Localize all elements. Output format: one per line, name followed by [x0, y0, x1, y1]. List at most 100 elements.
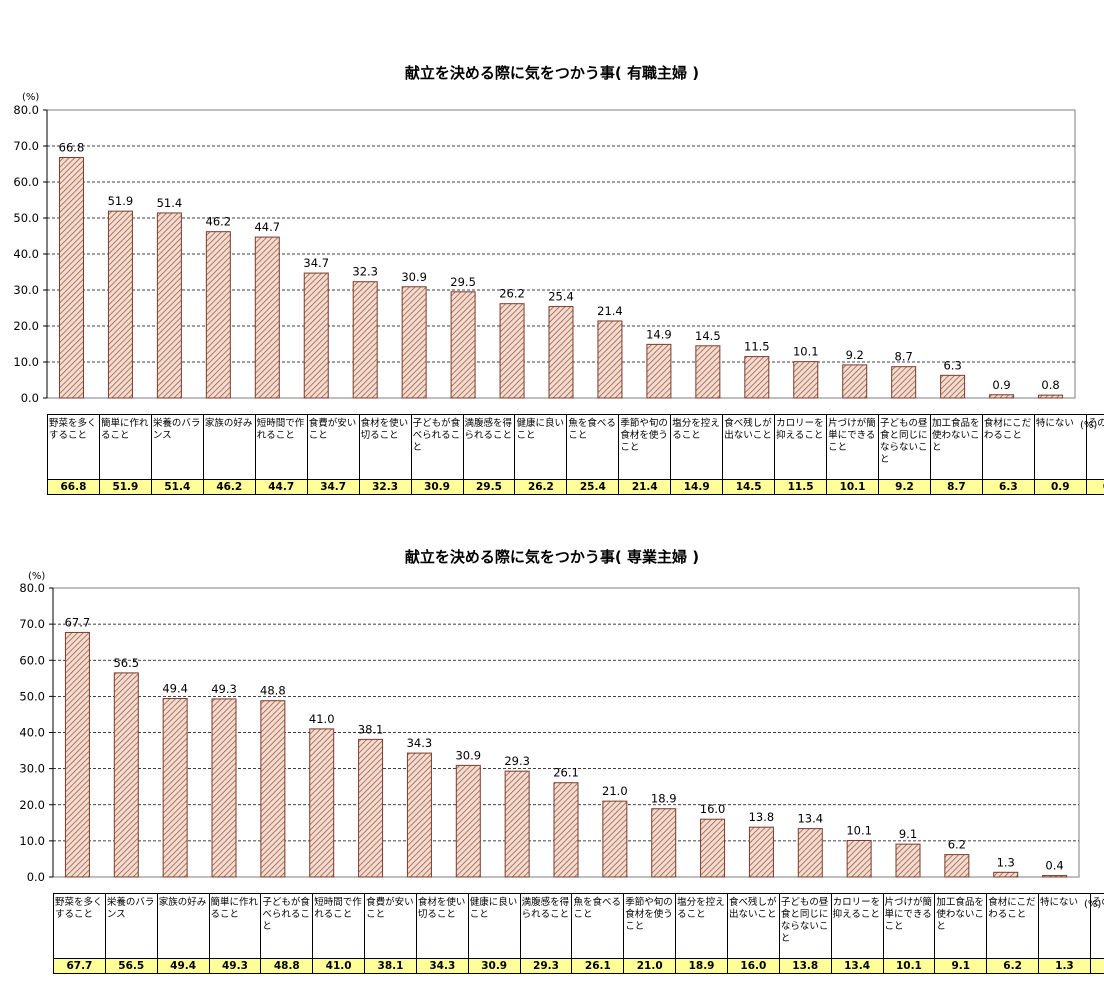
bar-value-label: 16.0 [700, 802, 726, 816]
table-category-cell: 健康に良いこと [467, 893, 521, 959]
table-category-cell: 家族の好み [156, 893, 210, 959]
bar [695, 345, 721, 399]
table-value-cell: 11.5 [774, 479, 828, 495]
table-category-cell: カロリーを抑えること [774, 414, 828, 480]
table-value-cell: 8.7 [929, 479, 983, 495]
table-category-cell: 短時間で作れること [312, 893, 366, 959]
y-tick-label: 40.0 [19, 726, 45, 740]
y-tick-label: 10.0 [19, 834, 45, 848]
bar-value-label: 30.9 [455, 748, 481, 762]
table-category-cell: 食費が安いこと [306, 414, 360, 480]
table-value-cell: 34.3 [415, 958, 469, 974]
table-value-cell: 16.0 [726, 958, 780, 974]
data-table: 野菜を多くすること 簡単に作れること 栄養のバランス 家族の好み 短時間で作れること 食費… [47, 414, 1104, 495]
table-value-cell: 38.1 [364, 958, 417, 974]
chart-title: 献立を決める際に気をつかう事( 専業主婦 ) [404, 548, 700, 566]
table-value-cell: 0.8 [1085, 479, 1104, 495]
y-tick-label: 20.0 [19, 798, 45, 812]
bar [846, 840, 872, 878]
y-tick-label: 30.0 [19, 762, 45, 776]
table-category-cell: 魚を食べること [566, 414, 620, 480]
table-value-cell: 25.4 [566, 479, 620, 495]
table-value-cell: 21.0 [623, 958, 677, 974]
chart-panel-working-housewives: 献立を決める際に気をつかう事( 有職主婦 ) 0.0 10.0 20.0 30.0 40… [0, 0, 1104, 500]
table-category-cell: 食材にこだわること [986, 893, 1040, 959]
bar [989, 394, 1015, 399]
table-category-cell: 簡単に作れること [208, 893, 262, 959]
table-category-cell: 子どもが食べられること [410, 414, 464, 480]
table-value-cell: 49.4 [156, 958, 210, 974]
table-category-cell: 加工食品を使わないこと [929, 414, 983, 480]
table-category-cell: 塩分を控えること [675, 893, 728, 959]
table-category-cell: 子どもが食べられること [260, 893, 314, 959]
bar [58, 157, 84, 399]
table-category-cell: 満腹感を得られること [519, 893, 573, 959]
bar-value-label: 14.9 [646, 327, 672, 341]
y-tick-label: 50.0 [13, 211, 39, 225]
table-value-cell: 13.4 [830, 958, 884, 974]
table-category-cell: 野菜を多くすること [53, 893, 106, 959]
y-tick-label: 80.0 [13, 103, 39, 117]
table-category-cell: 野菜を多くすること [47, 414, 100, 480]
table-category-cell: 短時間で作れること [254, 414, 308, 480]
table-category-cell: 魚を食べること [571, 893, 625, 959]
bar-value-label: 49.4 [162, 682, 188, 696]
table-category-cell: 栄養のバランス [150, 414, 204, 480]
bar [260, 700, 286, 878]
table-category-cell: 食材を使い切ること [415, 893, 469, 959]
bar [107, 210, 133, 399]
table-category-cell: 季節や旬の食材を使うこと [618, 414, 672, 480]
y-tick-label: 70.0 [19, 617, 45, 631]
bar-value-label: 0.9 [992, 378, 1010, 392]
table-category-cell: 特にない [1033, 414, 1087, 480]
y-tick-label: 60.0 [13, 175, 39, 189]
table-value-cell: 10.1 [826, 479, 879, 495]
table-value-cell: 14.5 [722, 479, 776, 495]
table-value-cell: 51.9 [98, 479, 152, 495]
table-value-cell: 13.8 [778, 958, 832, 974]
bar [793, 361, 819, 399]
table-value-cell: 26.1 [571, 958, 625, 974]
table-value-cell: 44.7 [254, 479, 308, 495]
bar [504, 770, 530, 878]
table-unit: (%) [1080, 420, 1098, 431]
bar-value-label: 44.7 [254, 220, 280, 234]
bar-value-label: 18.9 [651, 792, 677, 806]
table-value-cell: 9.1 [934, 958, 988, 974]
bar-value-label: 48.8 [260, 684, 286, 698]
bar-value-label: 9.2 [846, 348, 864, 362]
table-category-cell: 食材を使い切ること [358, 414, 412, 480]
bar-value-label: 34.7 [303, 256, 329, 270]
table-value-cell: 29.3 [519, 958, 573, 974]
bar [455, 764, 481, 878]
bar [309, 728, 335, 878]
bar-value-label: 0.8 [1041, 378, 1059, 392]
bar-value-label: 25.4 [548, 290, 574, 304]
y-tick-label: 30.0 [13, 283, 39, 297]
table-value-cell: 48.8 [260, 958, 314, 974]
table-category-cell: 季節や旬の食材を使うこと [623, 893, 677, 959]
table-category-cell: 片づけが簡単にできること [826, 414, 879, 480]
table-value-cell: 66.8 [47, 479, 100, 495]
y-tick-label: 70.0 [13, 139, 39, 153]
y-axis-unit: (%) [28, 571, 45, 582]
bar-value-label: 21.4 [597, 304, 623, 318]
chart-title: 献立を決める際に気をつかう事( 有職主婦 ) [404, 64, 700, 82]
bar [646, 343, 672, 399]
table-value-cell: 41.0 [312, 958, 366, 974]
bar [891, 366, 917, 399]
bar [940, 374, 966, 399]
bar [205, 231, 231, 399]
bar-value-label: 29.5 [450, 275, 476, 289]
bar-value-label: 1.3 [997, 855, 1015, 869]
bar-value-label: 6.3 [943, 358, 961, 372]
bar-value-label: 51.4 [157, 196, 183, 210]
bar [944, 854, 970, 878]
bar [406, 752, 432, 878]
bar-value-label: 8.7 [895, 350, 913, 364]
bar [499, 303, 525, 399]
bar-value-label: 13.8 [749, 810, 775, 824]
bar [211, 698, 237, 878]
bar-value-label: 49.3 [211, 682, 237, 696]
bar [597, 320, 623, 399]
